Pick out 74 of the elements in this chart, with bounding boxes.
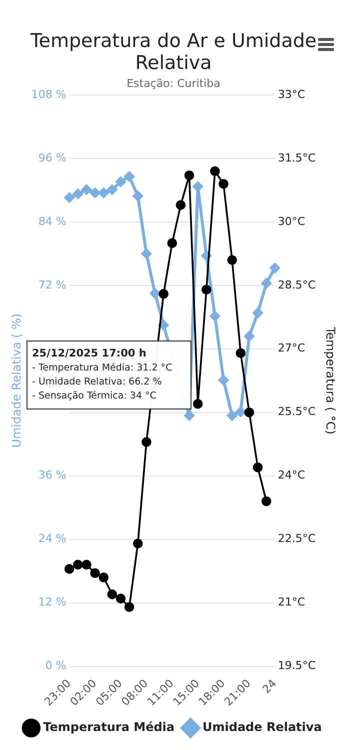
point (184, 170, 194, 180)
y2-axis-title: Temperatura ( °C) (324, 326, 338, 434)
point (98, 188, 109, 198)
x-tick-label: 24 (260, 676, 280, 696)
point (210, 311, 220, 322)
y2-tick-label: 28.5°C (278, 278, 316, 292)
point (218, 375, 229, 386)
point (64, 192, 74, 203)
annotation: - Umidade Relativa: 66.2 % (32, 376, 162, 388)
y-tick-label: 0 % (45, 659, 66, 672)
point (167, 238, 178, 248)
point (252, 462, 263, 472)
point (116, 176, 126, 187)
point (236, 348, 246, 358)
point (116, 594, 126, 604)
y-tick-label: 36 % (38, 468, 66, 482)
y2-tick-label: 19.5°C (278, 659, 316, 672)
point (210, 166, 220, 176)
point (227, 410, 238, 421)
point (236, 406, 246, 417)
point (261, 278, 272, 288)
point (184, 410, 194, 421)
point (176, 200, 186, 210)
y-tick-label: 24 % (38, 532, 66, 546)
annotation: - Sensação Térmica: 34 °C (32, 390, 157, 402)
point (73, 560, 83, 570)
point (107, 184, 118, 195)
point (98, 572, 109, 582)
point (124, 602, 134, 612)
annotation: - Temperatura Média: 31.2 °C (32, 362, 173, 374)
y-tick-label: 96 % (38, 151, 66, 164)
point (158, 320, 169, 330)
point (90, 568, 100, 578)
point (141, 248, 152, 259)
annotation: 25/12/2025 17:00 h (32, 348, 146, 360)
point (192, 399, 203, 409)
y-tick-label: 84 % (38, 214, 66, 228)
point (218, 178, 228, 189)
y2-tick-label: 25.5°C (278, 405, 316, 418)
point (82, 560, 92, 570)
y2-tick-label: 33°C (278, 88, 306, 101)
chart-title: Temperatura do Ar e Umidade Relativa (30, 30, 317, 74)
point (107, 589, 118, 600)
chart-subtitle: Estação: Curitiba (126, 77, 220, 90)
point (81, 184, 92, 195)
point (150, 288, 160, 298)
y2-tick-label: 27°C (278, 342, 306, 355)
y2-tick-label: 22.5°C (278, 532, 316, 546)
legend-label: Umidade Relativa (202, 720, 322, 734)
point (244, 331, 254, 342)
point (72, 188, 83, 199)
y2-tick-label: 31.5°C (278, 151, 316, 164)
point (124, 171, 134, 182)
y2-tick-label: 30°C (278, 214, 306, 228)
point (192, 182, 203, 192)
point (90, 188, 100, 198)
y2-tick-label: 21°C (278, 596, 306, 609)
y-tick-label: 72 % (38, 278, 66, 292)
y-axis-title: Umidade Relativa ( %) (9, 313, 24, 448)
point (142, 437, 152, 447)
point (227, 255, 237, 265)
point (244, 407, 254, 418)
point (132, 191, 143, 202)
y-tick-label: 12 % (38, 596, 66, 609)
point (202, 284, 212, 295)
point (261, 496, 272, 506)
point (64, 564, 74, 574)
y2-tick-label: 24°C (278, 468, 306, 482)
point (270, 262, 280, 273)
legend-label: Temperatura Média (43, 720, 175, 734)
point (132, 538, 143, 548)
y-tick-label: 108 % (31, 88, 66, 101)
point (252, 308, 263, 318)
point (158, 288, 168, 299)
